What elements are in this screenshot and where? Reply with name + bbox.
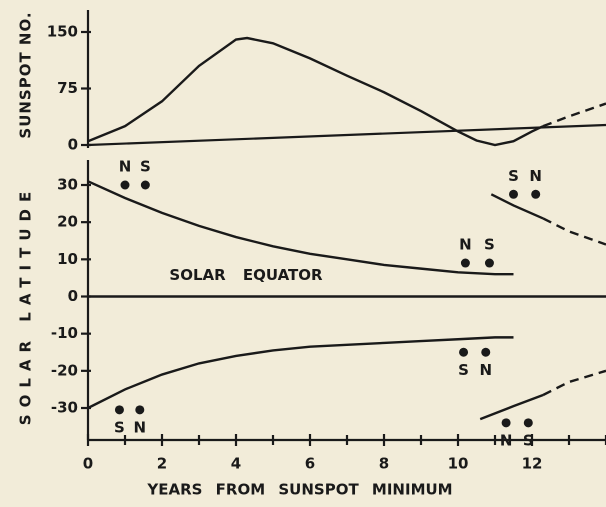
point-label: S <box>508 167 519 185</box>
series-line <box>87 336 514 410</box>
point-label: S <box>523 431 534 449</box>
point-label: N <box>119 158 132 176</box>
y-tick-label: -20 <box>51 361 78 379</box>
x-axis-label: YEARS FROM SUNSPOT MINIMUM <box>146 481 452 499</box>
point-label: N <box>529 167 542 185</box>
x-tick-label: 0 <box>83 455 93 473</box>
point-label: S <box>114 418 125 436</box>
point <box>481 347 491 357</box>
point-label: S <box>458 361 469 379</box>
y-tick-label: 20 <box>57 213 78 231</box>
series-line <box>542 369 606 397</box>
point-label: N <box>134 418 147 436</box>
y-tick-label: -10 <box>51 324 78 342</box>
point <box>140 180 150 190</box>
point-label: S <box>140 158 151 176</box>
point <box>501 418 511 428</box>
y-axis-label: SUNSPOT NO. <box>17 11 35 138</box>
x-axis <box>87 123 606 147</box>
y-axis-label: SOLAR LATITUDE <box>17 185 35 425</box>
point <box>531 189 541 199</box>
series-line <box>542 217 606 246</box>
point <box>120 180 130 190</box>
series-line <box>490 193 544 220</box>
y-tick-label: 0 <box>68 136 78 154</box>
series-line <box>87 180 514 276</box>
series-line <box>87 36 544 147</box>
annotation: SOLAR EQUATOR <box>169 266 323 284</box>
y-tick-label: 150 <box>47 23 78 41</box>
x-tick-label: 4 <box>231 455 241 473</box>
point <box>484 258 494 268</box>
point-label: S <box>484 236 495 254</box>
point <box>114 405 124 415</box>
y-tick-label: 30 <box>57 176 78 194</box>
x-tick-label: 8 <box>379 455 389 473</box>
point <box>135 405 145 415</box>
point-label: N <box>459 236 472 254</box>
x-tick-label: 12 <box>522 455 543 473</box>
x-tick-label: 2 <box>157 455 167 473</box>
x-tick-label: 6 <box>305 455 315 473</box>
point <box>509 189 518 199</box>
y-tick-label: -30 <box>51 399 78 417</box>
series-line <box>479 393 544 421</box>
point <box>460 258 470 268</box>
y-tick-label: 10 <box>57 250 78 268</box>
x-tick-label: 10 <box>448 455 469 473</box>
point-label: N <box>479 361 492 379</box>
point <box>523 418 533 428</box>
y-tick-label: 75 <box>57 79 78 97</box>
point <box>459 347 469 357</box>
y-tick-label: 0 <box>68 287 78 305</box>
point-label: N <box>500 431 513 449</box>
series-line <box>542 102 606 128</box>
